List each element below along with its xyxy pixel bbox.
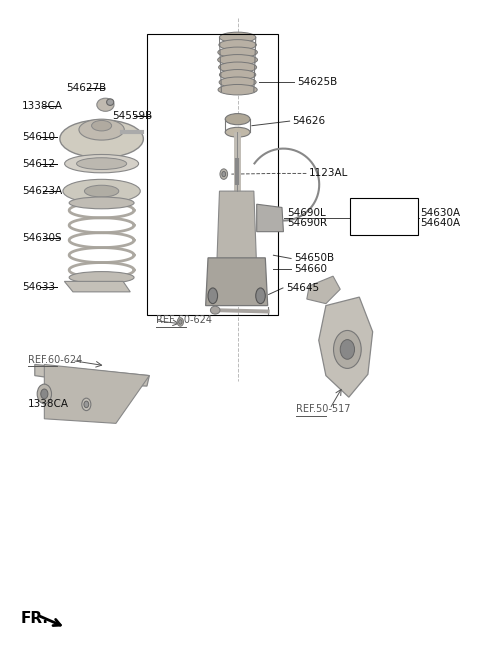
- Ellipse shape: [92, 120, 112, 131]
- Ellipse shape: [69, 271, 134, 283]
- Ellipse shape: [82, 398, 91, 411]
- Ellipse shape: [219, 32, 256, 43]
- Text: 54610: 54610: [22, 132, 55, 142]
- Ellipse shape: [97, 98, 114, 111]
- Polygon shape: [216, 191, 257, 269]
- Text: 54650B: 54650B: [294, 254, 334, 263]
- Ellipse shape: [79, 119, 124, 140]
- Text: 54640A: 54640A: [420, 218, 460, 228]
- Ellipse shape: [41, 389, 48, 399]
- Ellipse shape: [219, 77, 256, 87]
- Ellipse shape: [208, 288, 217, 304]
- Text: 54630A: 54630A: [420, 208, 460, 217]
- Ellipse shape: [219, 70, 256, 80]
- Ellipse shape: [334, 330, 361, 369]
- Ellipse shape: [225, 114, 250, 125]
- Ellipse shape: [210, 306, 220, 314]
- Text: 54630S: 54630S: [22, 233, 61, 243]
- Text: 1338CA: 1338CA: [22, 101, 63, 111]
- Text: 54625B: 54625B: [297, 77, 337, 87]
- Text: FR.: FR.: [21, 611, 48, 626]
- Ellipse shape: [220, 169, 228, 179]
- Polygon shape: [205, 258, 268, 306]
- Text: REF.60-624: REF.60-624: [28, 355, 82, 365]
- Text: REF.50-517: REF.50-517: [296, 404, 351, 414]
- Ellipse shape: [218, 62, 257, 72]
- Ellipse shape: [218, 47, 257, 58]
- Text: 54623A: 54623A: [22, 186, 62, 196]
- Text: 54660: 54660: [294, 264, 327, 274]
- Ellipse shape: [218, 85, 257, 95]
- Ellipse shape: [217, 55, 258, 65]
- Ellipse shape: [222, 171, 226, 177]
- Text: 54626: 54626: [292, 116, 325, 126]
- Text: 54690R: 54690R: [287, 218, 327, 228]
- Polygon shape: [64, 281, 130, 292]
- Text: 1338CA: 1338CA: [28, 399, 69, 409]
- Text: 54627B: 54627B: [66, 83, 106, 93]
- Polygon shape: [257, 204, 283, 232]
- Ellipse shape: [84, 185, 119, 197]
- Ellipse shape: [340, 340, 355, 359]
- Ellipse shape: [179, 320, 182, 325]
- Text: 54559B: 54559B: [113, 111, 153, 121]
- Polygon shape: [35, 365, 149, 386]
- Text: 54645: 54645: [286, 283, 319, 293]
- Text: 54612: 54612: [22, 158, 55, 169]
- Ellipse shape: [37, 384, 51, 404]
- Ellipse shape: [107, 99, 114, 105]
- Ellipse shape: [76, 158, 127, 170]
- Text: 54690L: 54690L: [287, 208, 325, 217]
- Polygon shape: [319, 297, 372, 397]
- Ellipse shape: [84, 401, 89, 407]
- Ellipse shape: [65, 154, 139, 173]
- Ellipse shape: [69, 197, 134, 209]
- Text: REF 60-624: REF 60-624: [156, 315, 213, 325]
- Polygon shape: [307, 276, 340, 304]
- Ellipse shape: [63, 179, 140, 203]
- Text: 54633: 54633: [22, 283, 55, 292]
- Polygon shape: [44, 365, 149, 423]
- Ellipse shape: [60, 120, 144, 158]
- Ellipse shape: [256, 288, 265, 304]
- Text: 1123AL: 1123AL: [309, 168, 348, 179]
- Ellipse shape: [177, 318, 183, 327]
- Ellipse shape: [219, 39, 256, 50]
- Ellipse shape: [225, 127, 250, 137]
